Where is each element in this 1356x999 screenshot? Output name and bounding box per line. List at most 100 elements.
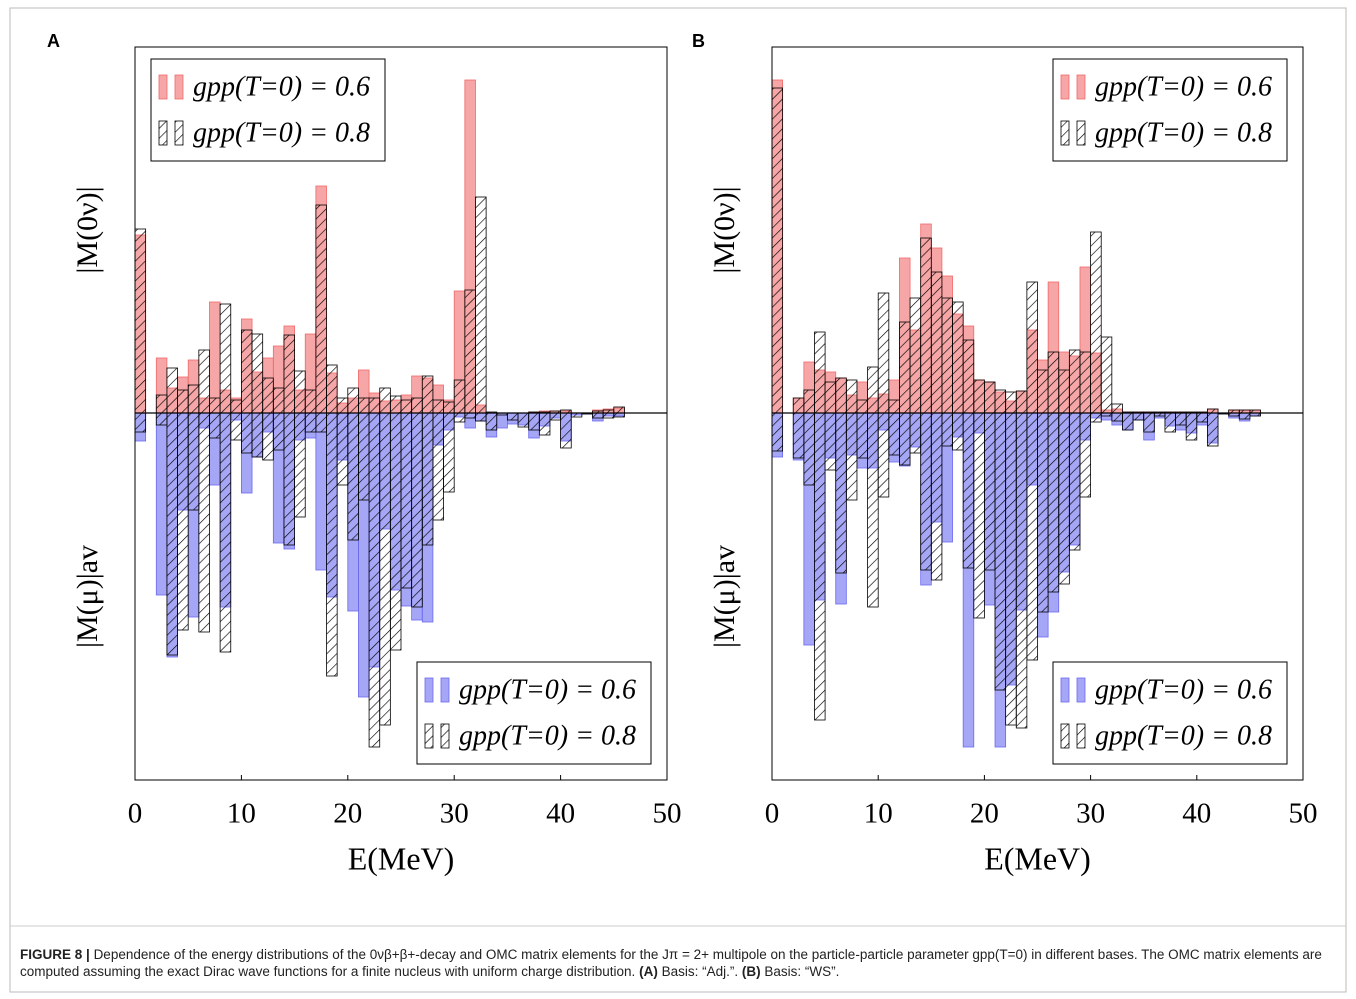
legend-swatch [440, 677, 450, 703]
legend-swatch [1060, 74, 1070, 100]
hatched-bar [877, 292, 890, 414]
hatched-bar [1068, 412, 1081, 551]
hatched-bar [920, 412, 932, 571]
legend-label: gpp(T=0) = 0.8 [1095, 720, 1272, 751]
hatched-bar [1047, 412, 1060, 593]
y-axis-label: |M(μ)|av [708, 545, 741, 648]
hatched-bar [962, 339, 975, 414]
hatched-bar [294, 370, 306, 414]
hatched-bar [1047, 351, 1060, 414]
hatched-bar [930, 412, 943, 581]
hatched-bar [549, 412, 562, 421]
hatched-bar [432, 399, 444, 414]
hatched-bar [814, 412, 826, 721]
hatched-bar [198, 412, 210, 633]
hatched-bar [1111, 412, 1123, 422]
hatched-bar [845, 412, 858, 501]
x-tick-label: 20 [970, 798, 999, 830]
hatched-bar [421, 375, 434, 414]
hatched-bar [984, 412, 996, 571]
hatched-bar [272, 412, 285, 451]
hatched-bar [134, 228, 147, 414]
hatched-bar [824, 412, 837, 471]
hatched-bar [453, 412, 466, 423]
hatched-bar [304, 412, 317, 433]
bar [209, 301, 221, 414]
legend-box [1052, 58, 1288, 162]
hatched-bar [506, 412, 519, 421]
hatched-bar [283, 334, 295, 414]
hatched-bar [1164, 412, 1176, 433]
y-axis-label: |M(0ν)| [708, 186, 741, 273]
hatched-bar [792, 412, 805, 459]
legend-box [1052, 661, 1288, 765]
hatched-bar [1037, 369, 1049, 414]
legend-label: gpp(T=0) = 0.6 [193, 71, 370, 102]
hatched-bar [464, 412, 476, 419]
x-tick-label: 50 [1289, 798, 1318, 830]
legend-swatch [1076, 677, 1086, 703]
y-axis-label: |M(0ν)| [71, 186, 104, 273]
hatched-bar [803, 389, 815, 414]
hatched-bar [315, 412, 327, 433]
hatched-bar [475, 412, 487, 422]
panel-label: B [692, 31, 705, 51]
hatched-bar [240, 412, 253, 454]
hatched-bar [134, 412, 147, 433]
legend-swatch [174, 120, 184, 146]
hatched-bar [771, 412, 784, 452]
hatched-bar [856, 412, 868, 459]
hatched-bar [166, 412, 178, 656]
hatched-bar [177, 412, 189, 631]
legend-swatch [158, 74, 168, 100]
hatched-bar [941, 412, 953, 447]
bar [315, 412, 327, 571]
legend-swatch [174, 74, 184, 100]
hatched-bar [1037, 412, 1049, 613]
hatched-bar [177, 389, 189, 414]
caption: FIGURE 8 | Dependence of the energy dist… [20, 946, 1338, 980]
hatched-bar [155, 394, 168, 414]
legend-swatch [424, 723, 434, 749]
hatched-bar [560, 412, 572, 449]
hatched-bar [888, 412, 900, 456]
hatched-bar [1005, 391, 1017, 414]
hatched-bar [443, 412, 455, 493]
hatched-bar [336, 397, 349, 414]
hatched-bar [1058, 412, 1070, 585]
hatched-bar [251, 412, 264, 458]
legend-swatch [1076, 120, 1086, 146]
hatched-bar [347, 387, 359, 414]
hatched-bar [453, 379, 466, 414]
hatched-bar [1026, 412, 1038, 661]
hatched-bar [485, 412, 498, 431]
hatched-bar [877, 412, 890, 498]
hatched-bar [1238, 412, 1251, 420]
hatched-bar [443, 401, 455, 414]
hatched-bar [187, 384, 200, 414]
hatched-bar [315, 204, 327, 414]
x-tick-label: 30 [1076, 798, 1105, 830]
legend-label: gpp(T=0) = 0.6 [1095, 674, 1272, 705]
legend-swatch [440, 723, 450, 749]
hatched-bar [1175, 412, 1187, 426]
hatched-bar [973, 379, 985, 414]
legend-box [150, 58, 386, 162]
hatched-bar [219, 412, 232, 653]
plot-frame [134, 46, 668, 781]
hatched-bar [920, 237, 932, 414]
hatched-bar [1079, 412, 1091, 498]
caption-b-text: Basis: “WS”. [764, 964, 840, 979]
hatched-bar [411, 412, 423, 608]
x-axis-label: E(MeV) [984, 840, 1091, 876]
hatched-bar [326, 364, 338, 414]
hatched-bar [358, 397, 370, 414]
hatched-bar [251, 333, 264, 414]
hatched-bar [835, 377, 847, 414]
hatched-bar [771, 87, 784, 414]
hatched-bar [994, 389, 1007, 414]
hatched-bar [272, 387, 285, 414]
hatched-bar [1090, 412, 1102, 423]
hatched-bar [336, 412, 349, 486]
